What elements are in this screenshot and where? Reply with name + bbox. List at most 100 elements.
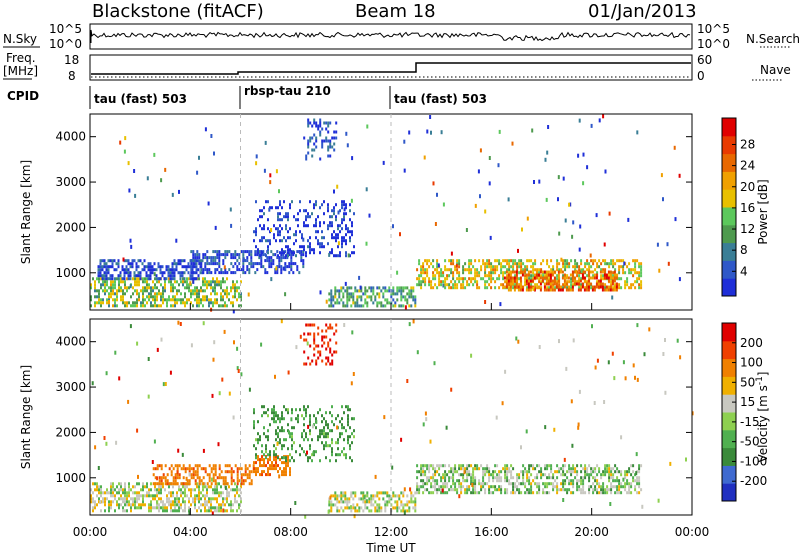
range-gate-cell <box>109 259 112 263</box>
range-gate-cell <box>565 288 568 292</box>
range-gate-cell <box>204 482 206 486</box>
range-gate-cell <box>126 277 128 281</box>
range-gate-cell <box>267 408 269 412</box>
range-gate-cell <box>300 256 303 260</box>
range-gate-cell <box>616 467 619 471</box>
range-gate-cell <box>321 230 323 234</box>
range-gate-cell <box>144 298 146 302</box>
range-gate-cell <box>585 285 588 289</box>
range-gate-cell <box>609 288 612 292</box>
range-gate-cell <box>558 488 561 492</box>
range-gate-cell <box>108 304 110 308</box>
range-gate-cell <box>150 301 152 305</box>
range-gate-cell <box>600 262 603 266</box>
range-gate-cell <box>332 494 335 498</box>
range-gate-cell <box>340 497 343 501</box>
range-gate-cell <box>116 289 118 293</box>
range-gate-cell <box>255 473 257 477</box>
range-gate-cell <box>120 497 122 501</box>
range-gate-cell <box>212 256 215 260</box>
range-gate-cell <box>580 259 583 263</box>
range-gate-cell <box>148 494 150 498</box>
range-gate-cell <box>456 277 459 281</box>
range-gate-cell <box>544 467 547 471</box>
nsky-tick-bottom-right: 10^0 <box>697 37 730 51</box>
range-gate-cell <box>273 450 275 454</box>
range-gate-cell <box>138 482 140 486</box>
range-gate-cell <box>468 265 471 269</box>
range-gate-cell <box>178 283 180 287</box>
range-gate-cell <box>144 286 146 290</box>
range-gate-cell <box>158 476 161 480</box>
range-gate-cell <box>600 274 603 278</box>
range-gate-cell <box>91 381 94 386</box>
range-gate-cell <box>137 274 140 278</box>
range-gate-cell <box>214 467 217 471</box>
range-gate-cell <box>164 167 167 172</box>
range-gate-cell <box>414 491 417 495</box>
range-gate-cell <box>365 241 368 246</box>
range-gate-cell <box>277 218 279 222</box>
range-gate-cell <box>134 301 136 305</box>
range-gate-cell <box>184 295 186 299</box>
range-gate-cell <box>261 414 263 418</box>
range-gate-cell <box>607 285 610 289</box>
range-gate-cell <box>150 295 152 299</box>
range-gate-cell <box>412 500 415 504</box>
range-gate-cell <box>347 227 349 231</box>
range-gate-cell <box>108 292 110 296</box>
range-gate-cell <box>554 470 557 474</box>
range-gate-cell <box>276 250 279 254</box>
range-gate-cell <box>618 479 621 483</box>
range-gate-cell <box>186 283 188 287</box>
range-gate-cell <box>538 268 541 272</box>
range-gate-cell <box>321 127 324 131</box>
range-gate-cell <box>104 292 106 296</box>
range-gate-cell <box>283 251 285 255</box>
range-gate-cell <box>501 401 504 406</box>
range-gate-cell <box>250 262 253 266</box>
range-gate-cell <box>376 503 379 507</box>
range-gate-cell <box>112 289 114 293</box>
range-gate-cell <box>108 500 110 504</box>
range-gate-cell <box>507 197 510 202</box>
range-gate-cell <box>540 280 543 284</box>
range-gate-cell <box>488 181 491 186</box>
range-gate-cell <box>171 265 174 269</box>
range-gate-cell <box>233 340 235 345</box>
range-gate-cell <box>149 262 152 266</box>
range-gate-cell <box>526 476 529 480</box>
range-gate-cell <box>628 491 631 495</box>
range-gate-cell <box>255 456 257 460</box>
range-gate-cell <box>155 274 158 278</box>
range-gate-cell <box>323 341 326 345</box>
range-gate-cell <box>532 268 535 272</box>
range-gate-cell <box>228 503 230 507</box>
range-gate-cell <box>574 467 577 471</box>
range-gate-cell <box>222 497 224 501</box>
range-gate-cell <box>338 509 341 513</box>
range-gate-cell <box>466 283 469 287</box>
range-gate-cell <box>184 491 186 495</box>
range-gate-cell <box>341 423 343 427</box>
range-gate-cell <box>166 298 168 302</box>
range-gate-cell <box>327 206 329 210</box>
range-gate-cell <box>292 271 295 275</box>
range-gate-cell <box>152 467 155 471</box>
range-gate-cell <box>112 482 114 486</box>
range-gate-cell <box>330 506 333 510</box>
range-gate-cell <box>592 262 595 266</box>
range-gate-cell <box>564 482 567 486</box>
range-gate-cell <box>460 485 463 489</box>
range-gate-cell <box>458 485 461 489</box>
range-gate-cell <box>628 470 631 474</box>
range-gate-cell <box>346 503 349 507</box>
colorbar-tick-label: -50 <box>740 435 760 449</box>
range-gate-cell <box>323 417 325 421</box>
colorbar-tick-label: 15 <box>740 395 755 409</box>
range-gate-cell <box>478 259 481 263</box>
range-gate-cell <box>116 295 118 299</box>
range-gate-cell <box>492 491 495 495</box>
range-gate-cell <box>525 282 528 286</box>
